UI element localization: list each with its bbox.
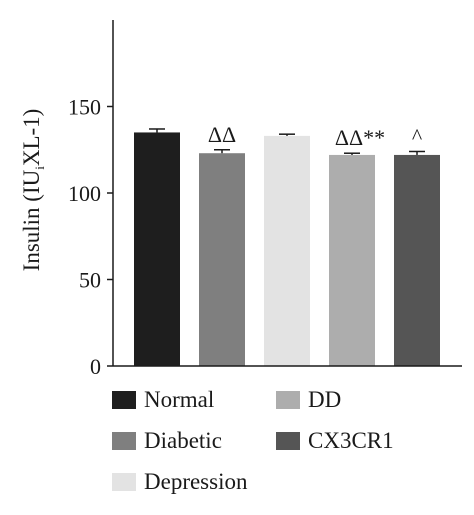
y-tick-label-0: 0 [90,354,101,379]
legend-item-normal: Normal [112,384,214,416]
legend-swatch-diabetic [112,432,136,450]
legend-swatch-normal [112,391,136,409]
legend-label-dd: DD [308,387,342,412]
error-bar-normal [149,128,165,133]
legend-swatch-cx3cr1 [276,432,300,450]
legend-label-normal: Normal [144,387,215,412]
chart-legend: Normal DD Diabetic CX3CR1 Depression [112,384,452,504]
legend-label-diabetic: Diabetic [144,428,222,453]
significance-label-diabetic: ΔΔ [208,122,236,147]
bar-chart: Insulin (IUiXL-1) ΔΔ ΔΔ** ^ 0 50 100 150 [19,20,462,379]
bar-depression [264,135,310,366]
legend-label-cx3cr1: CX3CR1 [308,428,394,453]
legend-item-diabetic: Diabetic [112,425,222,457]
significance-label-dd: ΔΔ** [335,125,385,150]
y-tick-label-150: 150 [68,95,101,120]
error-bar-dd [344,152,360,155]
bar-cx3cr1 [394,154,440,366]
bar-diabetic [199,153,245,366]
y-tick-label-50: 50 [79,268,101,293]
error-bar-depression [279,133,295,136]
y-axis-label: Insulin (IUiXL-1) [19,109,47,272]
error-bar-cx3cr1 [409,150,425,155]
legend-item-cx3cr1: CX3CR1 [276,425,394,457]
legend-swatch-depression [112,473,136,491]
y-tick-label-100: 100 [68,181,101,206]
legend-item-depression: Depression [112,466,247,498]
legend-label-depression: Depression [144,469,248,494]
significance-label-cx3cr1: ^ [412,123,423,148]
bar-normal [134,132,180,366]
svg-text:Insulin (IUiXL-1): Insulin (IUiXL-1) [19,109,47,272]
error-bar-diabetic [214,149,230,154]
legend-item-dd: DD [276,384,341,416]
bar-dd [329,154,375,366]
legend-swatch-dd [276,391,300,409]
